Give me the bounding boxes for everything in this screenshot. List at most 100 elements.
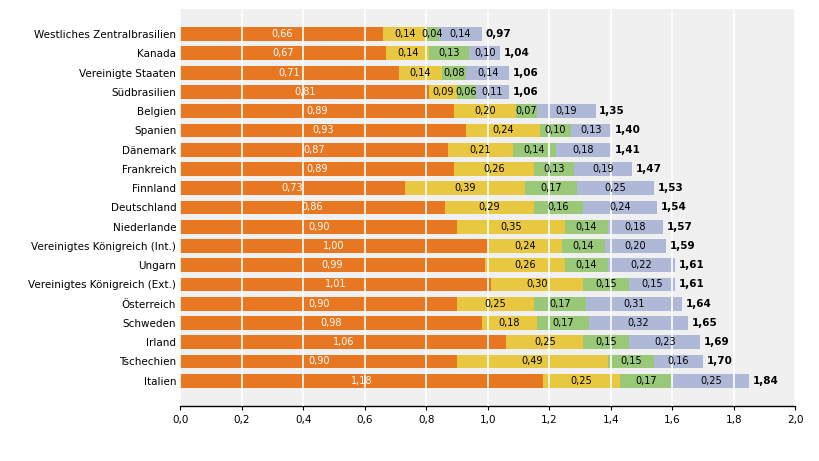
Bar	[457, 85, 475, 99]
Bar	[540, 124, 570, 137]
Text: 0,14: 0,14	[394, 29, 415, 39]
Text: 0,17: 0,17	[635, 376, 656, 386]
Bar	[180, 104, 454, 118]
Bar	[561, 239, 604, 253]
Text: 0,24: 0,24	[492, 125, 514, 136]
Text: 0,04: 0,04	[421, 29, 443, 39]
Bar	[398, 66, 441, 80]
Bar	[629, 278, 675, 291]
Bar	[542, 374, 619, 388]
Bar	[564, 258, 607, 272]
Bar	[180, 335, 506, 349]
Text: 0,25: 0,25	[604, 183, 626, 193]
Bar	[533, 162, 573, 176]
Text: 0,08: 0,08	[443, 68, 464, 77]
Text: 0,13: 0,13	[580, 125, 601, 136]
Bar	[466, 124, 540, 137]
Text: 0,15: 0,15	[595, 279, 617, 290]
Text: 0,16: 0,16	[547, 202, 568, 213]
Bar	[487, 239, 561, 253]
Text: 0,06: 0,06	[455, 87, 477, 97]
Text: 1,54: 1,54	[660, 202, 686, 213]
Text: 0,11: 0,11	[482, 87, 503, 97]
Text: 0,20: 0,20	[473, 106, 495, 116]
Bar	[466, 66, 509, 80]
Bar	[607, 220, 663, 234]
Text: 0,67: 0,67	[272, 48, 294, 59]
Text: 0,18: 0,18	[572, 145, 593, 155]
Bar	[577, 181, 654, 195]
Text: 0,90: 0,90	[308, 222, 329, 232]
Bar	[438, 27, 482, 41]
Text: 0,16: 0,16	[667, 356, 689, 366]
Bar	[533, 297, 586, 311]
Bar	[405, 181, 524, 195]
Bar	[426, 27, 438, 41]
Bar	[582, 201, 656, 214]
Text: 0,90: 0,90	[308, 299, 329, 309]
Bar	[533, 201, 582, 214]
Text: 1,41: 1,41	[614, 145, 640, 155]
Text: 1,04: 1,04	[503, 48, 529, 59]
Bar	[607, 258, 675, 272]
Text: 0,18: 0,18	[624, 222, 645, 232]
Text: 0,30: 0,30	[526, 279, 547, 290]
Text: 0,07: 0,07	[515, 106, 536, 116]
Text: 0,71: 0,71	[278, 68, 300, 77]
Text: 0,25: 0,25	[699, 376, 721, 386]
Text: 1,53: 1,53	[657, 183, 682, 193]
Bar	[573, 162, 631, 176]
Text: 0,87: 0,87	[303, 145, 324, 155]
Bar	[457, 297, 533, 311]
Bar	[441, 66, 466, 80]
Text: 0,21: 0,21	[468, 145, 491, 155]
Text: 1,70: 1,70	[706, 356, 732, 366]
Bar	[672, 374, 749, 388]
Bar	[454, 162, 533, 176]
Bar	[589, 316, 687, 330]
Text: 0,98: 0,98	[320, 318, 342, 328]
Text: 0,09: 0,09	[432, 87, 454, 97]
Text: 0,89: 0,89	[306, 106, 328, 116]
Bar	[180, 355, 457, 368]
Bar	[180, 47, 386, 60]
Text: 0,29: 0,29	[478, 202, 500, 213]
Bar	[555, 143, 610, 157]
Text: 0,99: 0,99	[322, 260, 343, 270]
Text: 0,22: 0,22	[630, 260, 652, 270]
Text: 1,61: 1,61	[678, 279, 704, 290]
Bar	[475, 85, 509, 99]
Bar	[582, 335, 629, 349]
Bar	[582, 278, 629, 291]
Text: 0,26: 0,26	[482, 164, 505, 174]
Text: 0,19: 0,19	[555, 106, 577, 116]
Text: 1,00: 1,00	[323, 241, 345, 251]
Text: 0,73: 0,73	[282, 183, 303, 193]
Text: 0,49: 0,49	[521, 356, 542, 366]
Text: 1,40: 1,40	[614, 125, 640, 136]
Text: 0,19: 0,19	[592, 164, 613, 174]
Bar	[457, 355, 607, 368]
Bar	[468, 47, 500, 60]
Text: 0,17: 0,17	[549, 299, 570, 309]
Bar	[180, 181, 405, 195]
Text: 0,14: 0,14	[572, 241, 593, 251]
Text: 0,17: 0,17	[552, 318, 573, 328]
Text: 0,17: 0,17	[540, 183, 561, 193]
Text: 1,06: 1,06	[333, 337, 354, 347]
Bar	[180, 297, 457, 311]
Bar	[524, 181, 577, 195]
Text: 0,23: 0,23	[653, 337, 675, 347]
Bar	[180, 27, 382, 41]
Bar	[482, 316, 536, 330]
Bar	[515, 104, 536, 118]
Bar	[457, 220, 564, 234]
Text: 1,64: 1,64	[685, 299, 710, 309]
Bar	[180, 66, 398, 80]
Text: 0,14: 0,14	[523, 145, 544, 155]
Text: 0,89: 0,89	[306, 164, 328, 174]
Bar	[629, 335, 699, 349]
Text: 0,14: 0,14	[396, 48, 419, 59]
Bar	[447, 143, 512, 157]
Text: 0,14: 0,14	[477, 68, 498, 77]
